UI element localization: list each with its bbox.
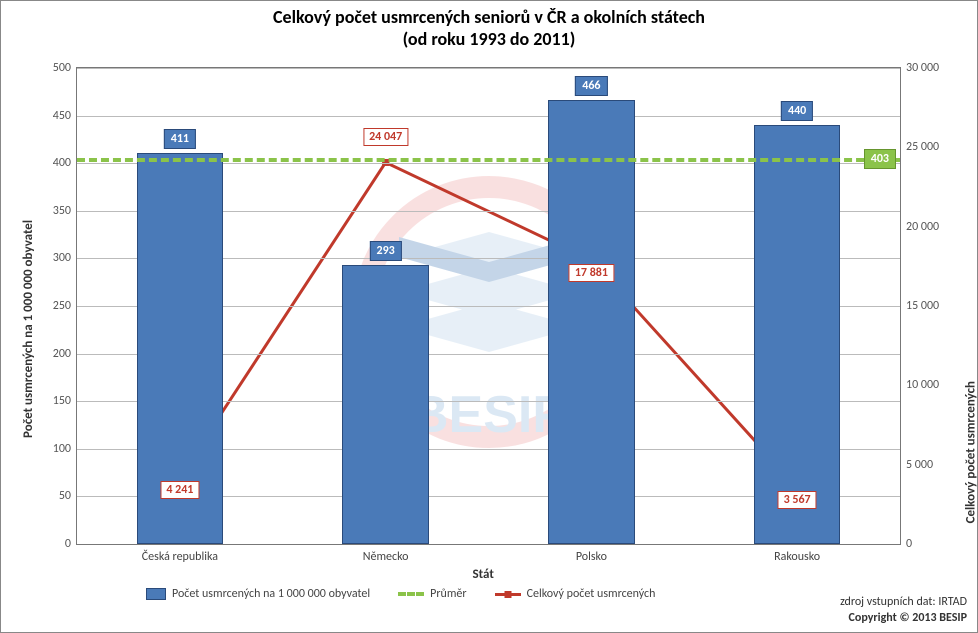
- x-tick: Česká republika: [142, 550, 218, 564]
- footer-copyright: Copyright © 2013 BESIP: [840, 610, 967, 626]
- y-left-tick: 250: [53, 299, 71, 313]
- line-value-label: 4 241: [160, 481, 199, 499]
- y-right-tick: 0: [906, 537, 912, 551]
- bar-value-label: 293: [370, 241, 402, 261]
- y-left-tick: 0: [65, 537, 71, 551]
- y-right-tick: 20 000: [906, 220, 939, 234]
- bar-value-label: 440: [781, 101, 813, 121]
- legend-label: Počet usmrcených na 1 000 000 obyvatel: [172, 587, 370, 601]
- grid-line: [77, 68, 900, 69]
- line-value-label: 17 881: [569, 264, 614, 282]
- grid-line: [77, 116, 900, 117]
- footer-source: zdroj vstupních dat: IRTAD: [840, 594, 967, 610]
- y-left-tick: 350: [53, 204, 71, 218]
- x-tick: Německo: [363, 550, 409, 564]
- legend: Počet usmrcených na 1 000 000 obyvatel Pr…: [146, 587, 655, 601]
- line-value-label: 24 047: [363, 128, 408, 146]
- y-left-tick: 200: [53, 347, 71, 361]
- legend-label: Průměr: [430, 587, 466, 601]
- title-line-2: (od roku 1993 do 2011): [1, 29, 977, 51]
- y-left-tick: 50: [59, 489, 71, 503]
- y-left-tick: 150: [53, 394, 71, 408]
- y-right-tick: 5 000: [906, 458, 933, 472]
- chart-container: Celkový počet usmrcených seniorů v ČR a …: [0, 0, 978, 633]
- legend-item: Průměr: [398, 587, 466, 601]
- chart-title: Celkový počet usmrcených seniorů v ČR a …: [1, 1, 977, 50]
- y-right-tick: 25 000: [906, 140, 939, 154]
- bar-value-label: 411: [164, 129, 196, 149]
- y-left-axis-label: Počet usmrcených na 1 000 000 obyvatel: [21, 220, 36, 438]
- x-axis-label: Stát: [473, 567, 494, 582]
- legend-item: Celkový počet usmrcených: [495, 587, 656, 601]
- y-right-tick: 30 000: [906, 61, 939, 75]
- y-left-tick: 450: [53, 109, 71, 123]
- x-tick: Rakousko: [774, 550, 820, 564]
- plot-area: BESIP 05010015020025030035040045050005 0…: [76, 67, 901, 545]
- y-right-axis-label: Celkový počet usmrcených: [963, 381, 978, 523]
- bar: [342, 265, 428, 544]
- line-value-label: 3 567: [778, 491, 817, 509]
- average-line: [77, 158, 900, 162]
- footer: zdroj vstupních dat: IRTAD Copyright © 2…: [840, 594, 967, 626]
- y-left-tick: 500: [53, 61, 71, 75]
- average-label: 403: [864, 149, 896, 169]
- bar: [754, 125, 840, 544]
- legend-label: Celkový počet usmrcených: [527, 587, 656, 601]
- bar: [548, 100, 634, 544]
- title-line-1: Celkový počet usmrcených seniorů v ČR a …: [1, 7, 977, 29]
- x-tick: Polsko: [576, 550, 607, 564]
- bar-value-label: 466: [575, 76, 607, 96]
- y-right-tick: 10 000: [906, 378, 939, 392]
- y-left-tick: 400: [53, 156, 71, 170]
- y-right-tick: 15 000: [906, 299, 939, 313]
- legend-item: Počet usmrcených na 1 000 000 obyvatel: [146, 587, 370, 601]
- y-left-tick: 100: [53, 442, 71, 456]
- y-left-tick: 300: [53, 251, 71, 265]
